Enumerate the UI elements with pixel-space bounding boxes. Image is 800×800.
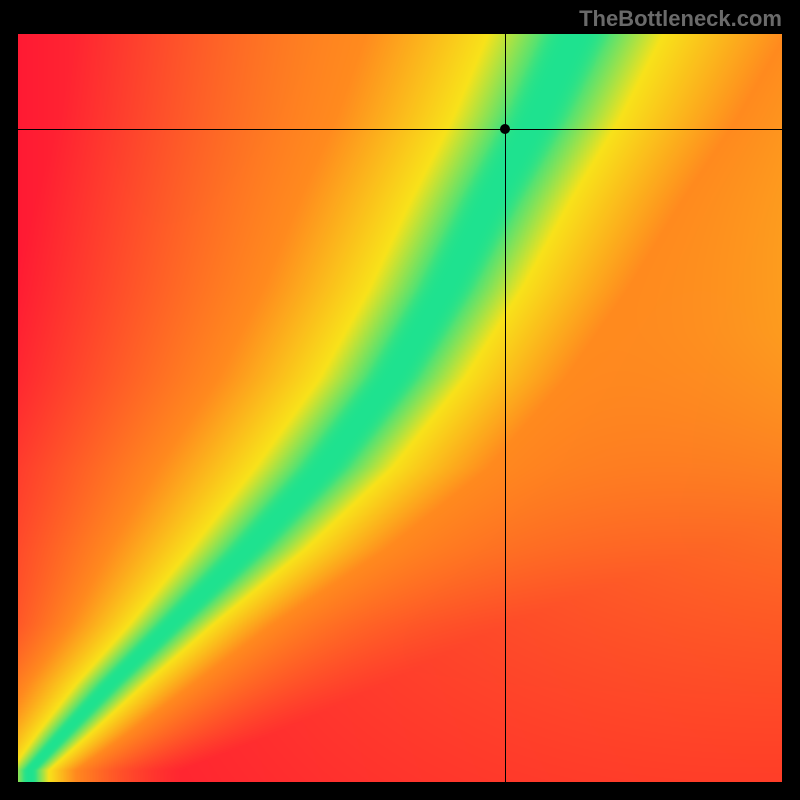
plot-area — [18, 34, 782, 782]
chart-container: TheBottleneck.com — [0, 0, 800, 800]
crosshair-horizontal — [18, 129, 782, 130]
heatmap-canvas — [18, 34, 782, 782]
crosshair-vertical — [505, 34, 506, 782]
data-point-marker — [500, 124, 510, 134]
watermark-text: TheBottleneck.com — [579, 6, 782, 32]
